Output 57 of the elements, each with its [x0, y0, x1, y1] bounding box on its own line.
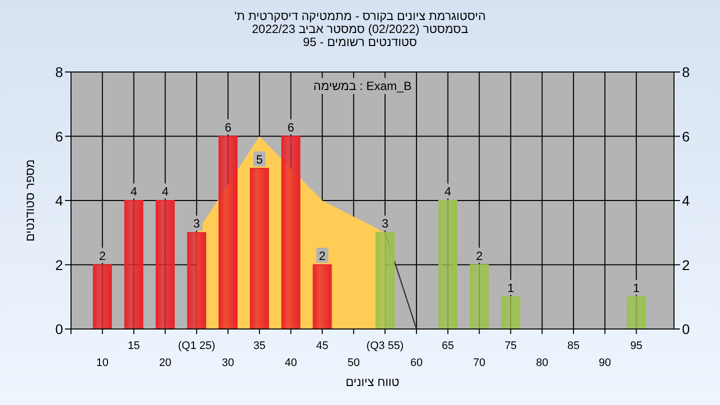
x-tick-label: 30: [222, 357, 234, 369]
data-label: 1: [507, 280, 514, 295]
x-tick-label: 20: [159, 357, 172, 369]
data-label: 5: [256, 152, 264, 166]
x-tick-label: 90: [598, 357, 612, 369]
x-tick-label: 70: [473, 357, 486, 369]
y-tick-label: 4: [55, 192, 64, 208]
y2-tick-label: 0: [682, 321, 690, 337]
x-tick-label: 60: [410, 357, 423, 369]
y-axis-title: מספר סטודנטים: [23, 159, 37, 242]
bar: [626, 296, 646, 330]
bar: [281, 136, 300, 330]
bar: [376, 232, 395, 330]
bar: [218, 136, 238, 330]
bar: [156, 200, 175, 330]
y-tick-label: 8: [55, 64, 64, 80]
x-tick-label: (Q3 55): [366, 340, 404, 352]
data-label: 6: [224, 120, 232, 134]
x-tick-label: (Q1 25): [178, 340, 216, 352]
y2-tick-label: 4: [682, 192, 690, 208]
y-tick-label: 6: [55, 128, 64, 144]
data-label: 1: [632, 280, 640, 295]
y2-tick-label: 6: [682, 128, 690, 144]
data-label: 3: [382, 216, 389, 231]
data-label: 2: [476, 248, 483, 263]
x-tick-label: 10: [96, 357, 109, 369]
data-label: 3: [193, 216, 200, 231]
x-tick-label: 75: [504, 340, 517, 352]
chart-subtitle: בסמסטר (02/2022) סמסטר אביב 2022/23 סטודנטים רשומים - 95: [252, 22, 468, 49]
y2-tick-label: 2: [682, 256, 690, 273]
x-tick-label: 95: [630, 340, 642, 352]
x-tick-label: 15: [128, 340, 140, 352]
data-label: 6: [288, 120, 294, 134]
y2-tick-label: 8: [682, 64, 690, 80]
x-tick-label: 35: [253, 340, 266, 352]
data-label: 2: [99, 248, 106, 263]
y-tick-label: 0: [55, 321, 64, 337]
bar: [187, 232, 206, 330]
x-tick-label: 50: [348, 357, 360, 369]
data-label: 4: [130, 184, 138, 198]
x-tick-label: 40: [284, 357, 297, 369]
data-label: 4: [162, 184, 169, 198]
data-label: 2: [318, 248, 326, 263]
x-tick-label: 45: [316, 340, 328, 352]
x-tick-label: 80: [536, 357, 548, 369]
x-tick-label: 85: [567, 340, 580, 352]
x-axis-title: טווח ציונים: [346, 375, 400, 389]
bar: [92, 264, 112, 330]
bar: [501, 296, 520, 330]
annotation: במשימה : Exam_B: [313, 79, 412, 93]
bar: [438, 200, 458, 330]
bar: [124, 200, 144, 330]
x-tick-label: 65: [442, 340, 454, 352]
bar: [470, 264, 489, 330]
y-tick-label: 2: [55, 256, 64, 273]
data-label: 4: [444, 184, 452, 198]
chart-title: היסטוגרמת ציונים בקורס - מתמטיקה דיסקרטית ת': [234, 9, 486, 23]
